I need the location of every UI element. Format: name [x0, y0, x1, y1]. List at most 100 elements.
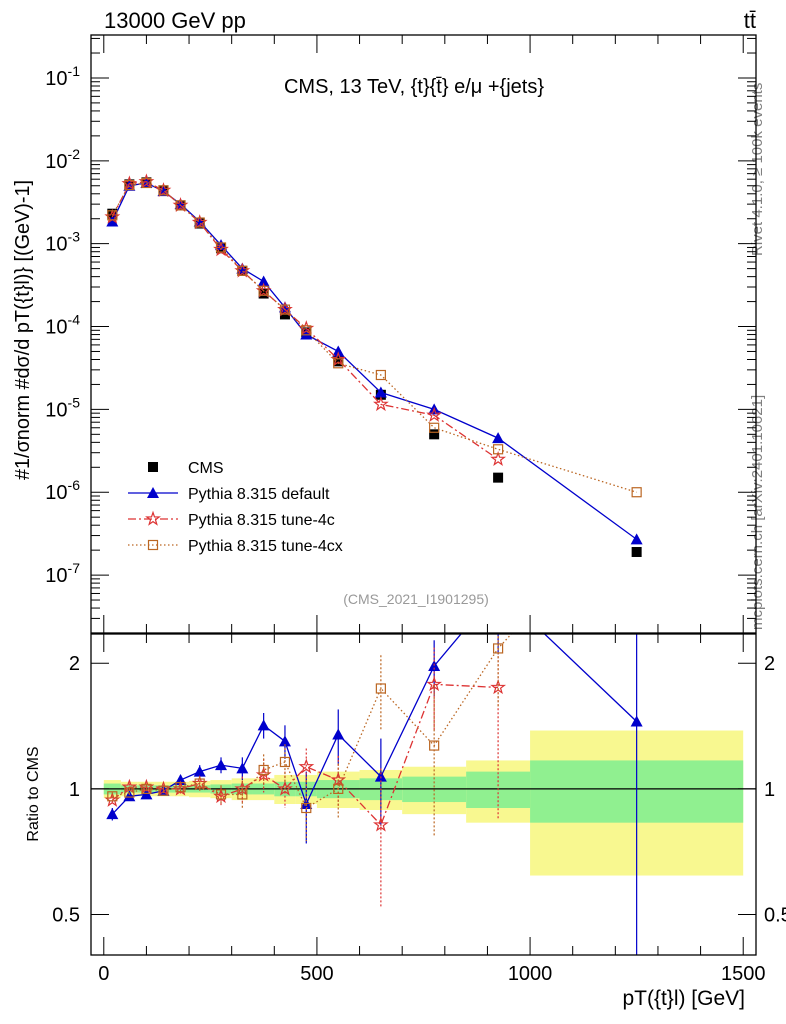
- ratio-point: [333, 783, 344, 794]
- data-point: [429, 429, 440, 440]
- data-point: [373, 395, 389, 412]
- legend-marker: [148, 462, 158, 472]
- data-point: [158, 185, 169, 196]
- data-point: [300, 328, 313, 340]
- data-point: [107, 210, 118, 221]
- rivet-label: Rivet 4.1.0, ≥ 100k events: [749, 83, 766, 256]
- ratio-point: [158, 785, 169, 796]
- data-point: [215, 242, 227, 253]
- ratio-point: [141, 783, 152, 794]
- legend-marker: [145, 510, 161, 526]
- ratio-point: [258, 764, 269, 776]
- main-panel: 10-7 10-6 10-5 10-4 10-3 10-2 10-1 CMS, 13 TeV…: [12, 34, 757, 634]
- series-pythia-8-315-default: [106, 176, 643, 545]
- x-tick-label: 500: [300, 963, 333, 985]
- series-line: [111, 181, 499, 460]
- ratio-series-pythia-8-315-tune-4cx: [107, 634, 513, 842]
- y-tick-label: 10-4: [45, 312, 80, 339]
- ratio-y-tick-label-right: 2: [764, 653, 775, 675]
- x-tick-label: 1000: [508, 963, 553, 985]
- ratio-series-line: [111, 683, 499, 827]
- ratio-point: [630, 715, 643, 727]
- legend-label: CMS: [188, 460, 224, 477]
- ratio-point: [193, 765, 206, 777]
- data-point: [124, 179, 135, 191]
- y-tick-label: 10-1: [45, 63, 80, 90]
- ratio-point: [372, 816, 389, 832]
- data-point: [490, 450, 507, 466]
- y-tick-label: 10-5: [45, 394, 80, 421]
- data-point: [375, 369, 386, 381]
- ratio-point: [237, 789, 248, 800]
- series-pythia-8-315-tune-4c: [104, 173, 507, 466]
- ratio-series-line: [112, 634, 513, 809]
- data-point: [106, 215, 119, 227]
- header-left-text: 13000 GeV pp: [104, 8, 246, 33]
- ratio-point: [277, 780, 293, 796]
- ratio-point: [257, 719, 270, 731]
- ratio-point: [215, 789, 227, 800]
- ratio-point: [107, 791, 118, 802]
- ratio-series-pythia-8-315-default: [106, 584, 643, 955]
- y-tick-label: 10-2: [45, 146, 80, 173]
- main-title: CMS, 13 TeV, {t}{t̄} e/μ +{jets}: [284, 76, 544, 98]
- main-frame: [90, 34, 757, 634]
- legend-marker: [147, 487, 159, 498]
- ratio-point: [124, 787, 135, 798]
- data-point: [258, 285, 269, 296]
- data-point: [630, 533, 643, 545]
- ratio-point: [332, 728, 345, 740]
- ratio-y-tick-label-right: 0.5: [764, 905, 786, 927]
- ratio-y-tick-label: 1: [69, 779, 80, 801]
- data-point: [426, 406, 443, 423]
- ratio-series-pythia-8-315-tune-4c: [104, 634, 507, 908]
- ratio-point: [492, 643, 504, 654]
- header-right-text: tt̄: [744, 8, 756, 33]
- data-point: [493, 472, 504, 483]
- x-tick-label: 1500: [721, 963, 766, 985]
- analysis-tag: (CMS_2021_I1901295): [343, 591, 489, 607]
- legend: CMS Pythia 8.315 default Pythia 8.315 tune…: [128, 460, 343, 555]
- ratio-panel: 0.5 0.5 1 1 2 2 0 500 1000 1500 Ratio to CMS pT({…: [25, 584, 786, 1010]
- ratio-frame: [90, 633, 757, 956]
- legend-label: Pythia 8.315 tune-4c: [188, 512, 335, 529]
- ratio-y-tick-label-right: 1: [764, 779, 775, 801]
- data-point: [257, 275, 270, 287]
- ratio-point: [429, 740, 440, 751]
- data-point: [631, 487, 642, 498]
- data-point: [141, 177, 152, 189]
- data-point: [194, 217, 205, 228]
- ratio-y-tick-label: 0.5: [52, 905, 80, 927]
- data-point: [631, 546, 642, 557]
- mcplots-label: mcplots.cern.ch [arXiv:2401.10621]: [749, 395, 766, 630]
- ratio-series-line: [111, 634, 638, 815]
- data-point: [492, 432, 505, 444]
- data-point: [333, 356, 344, 367]
- data-point: [107, 208, 118, 219]
- ratio-point: [236, 762, 249, 774]
- data-point: [374, 386, 387, 398]
- ratio-point: [123, 790, 136, 802]
- ratio-point: [492, 584, 504, 595]
- ratio-point: [194, 778, 205, 789]
- series-pythia-8-315-tune-4cx: [107, 177, 642, 498]
- ratio-point: [106, 808, 119, 820]
- y-tick-label: 10-7: [45, 560, 80, 587]
- data-point: [301, 325, 312, 336]
- data-point: [175, 200, 186, 211]
- ratio-point: [175, 781, 186, 793]
- legend-label: Pythia 8.315 default: [188, 486, 330, 503]
- main-y-axis-label: #1/σnorm #dσ/d pT({t}l)} [(GeV)-1]: [12, 180, 34, 480]
- ratio-point: [278, 735, 291, 747]
- ratio-point: [301, 802, 312, 814]
- ratio-y-axis-label: Ratio to CMS: [25, 746, 42, 841]
- data-point: [429, 422, 440, 433]
- data-point: [333, 358, 344, 369]
- ratio-point: [279, 756, 291, 768]
- data-point: [279, 304, 291, 315]
- series-line: [111, 182, 637, 493]
- data-point: [237, 265, 248, 276]
- ratio-point: [374, 770, 387, 782]
- ratio-point: [298, 758, 315, 774]
